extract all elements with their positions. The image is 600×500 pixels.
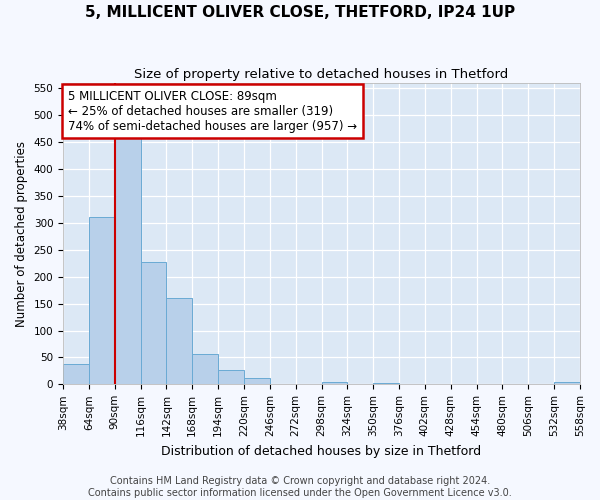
Bar (89, 217, 115, 384)
Bar (322, 382, 347, 384)
Bar (63, 364, 89, 384)
Bar (192, 354, 218, 384)
Bar (115, 138, 140, 384)
Bar (244, 378, 270, 384)
Bar (554, 382, 580, 384)
Title: Size of property relative to detached houses in Thetford: Size of property relative to detached ho… (134, 68, 509, 80)
Bar (140, 262, 166, 384)
X-axis label: Distribution of detached houses by size in Thetford: Distribution of detached houses by size … (161, 444, 482, 458)
Bar (166, 298, 192, 384)
Text: 5 MILLICENT OLIVER CLOSE: 89sqm
← 25% of detached houses are smaller (319)
74% o: 5 MILLICENT OLIVER CLOSE: 89sqm ← 25% of… (68, 90, 357, 132)
Y-axis label: Number of detached properties: Number of detached properties (15, 140, 28, 326)
Text: 5, MILLICENT OLIVER CLOSE, THETFORD, IP24 1UP: 5, MILLICENT OLIVER CLOSE, THETFORD, IP2… (85, 5, 515, 20)
Text: Contains HM Land Registry data © Crown copyright and database right 2024.
Contai: Contains HM Land Registry data © Crown c… (88, 476, 512, 498)
Bar (373, 382, 399, 384)
Bar (218, 370, 244, 384)
